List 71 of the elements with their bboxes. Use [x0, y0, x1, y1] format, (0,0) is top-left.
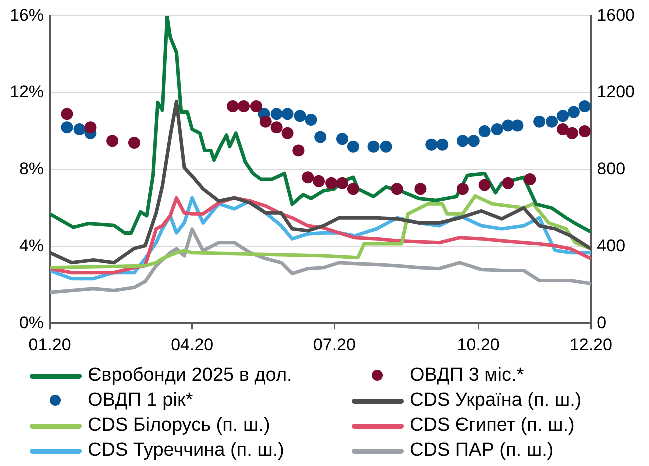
- point: [456, 135, 469, 148]
- point: [61, 108, 74, 120]
- legend-label: Євробонди 2025 в дол.: [88, 365, 292, 387]
- x-tick-label: 12.20: [570, 335, 612, 354]
- point: [128, 137, 140, 150]
- y2-tick-label: 400: [597, 236, 626, 256]
- point: [426, 138, 438, 151]
- point: [302, 172, 314, 184]
- y-tick-label: 16%: [10, 6, 44, 25]
- y-tick-label: 8%: [19, 160, 44, 179]
- point: [557, 124, 570, 136]
- point: [294, 110, 306, 122]
- point: [512, 120, 524, 132]
- point: [282, 108, 294, 120]
- point: [491, 124, 504, 136]
- point: [578, 100, 591, 112]
- point: [568, 106, 580, 118]
- point: [74, 124, 86, 136]
- y-tick-label: 12%: [10, 82, 44, 102]
- point: [557, 110, 570, 122]
- point: [380, 140, 392, 153]
- point: [61, 122, 74, 134]
- point: [250, 100, 262, 112]
- point: [314, 131, 327, 144]
- y-tick-label: 0%: [19, 313, 44, 332]
- point: [456, 183, 469, 196]
- point: [260, 116, 272, 128]
- legend-label: ОВДП 3 міс.*: [410, 365, 524, 387]
- point: [546, 116, 558, 128]
- y2-tick-label: 1600: [597, 6, 636, 25]
- point: [313, 175, 326, 188]
- point: [578, 125, 591, 138]
- point: [468, 135, 480, 148]
- x-tick-label: 10.20: [457, 335, 500, 354]
- point: [326, 177, 338, 190]
- point: [368, 140, 380, 153]
- point: [502, 177, 514, 190]
- legend-label: ОВДП 1 рік*: [88, 390, 194, 412]
- point: [524, 174, 536, 186]
- point: [270, 122, 283, 134]
- legend-label: CDS ПАР (п. ш.): [410, 440, 554, 462]
- point: [292, 144, 305, 157]
- y2-tick-label: 1200: [597, 82, 636, 102]
- point: [478, 179, 491, 192]
- x-tick-label: 04.20: [171, 335, 214, 354]
- point: [84, 122, 97, 134]
- point: [391, 183, 404, 196]
- point: [414, 183, 427, 196]
- legend-label: CDS Україна (п. ш.): [410, 390, 582, 412]
- point: [238, 100, 250, 112]
- legend-label: CDS Єгипет (п. ш.): [410, 415, 575, 437]
- point: [282, 127, 294, 140]
- point: [305, 114, 318, 126]
- point: [270, 108, 283, 120]
- point: [478, 125, 491, 138]
- point: [347, 183, 360, 196]
- y-tick-label: 4%: [19, 236, 44, 256]
- point: [534, 116, 546, 128]
- legend-label: CDS Білорусь (п. ш.): [88, 415, 270, 437]
- point: [336, 133, 348, 146]
- x-tick-label: 07.20: [313, 335, 356, 354]
- legend-label: CDS Туреччина (п. ш.): [88, 440, 284, 462]
- point: [227, 100, 240, 112]
- point: [566, 127, 578, 140]
- y2-tick-label: 800: [597, 160, 626, 179]
- y2-tick-label: 0: [597, 313, 607, 332]
- point: [347, 140, 360, 153]
- point: [336, 177, 348, 190]
- point: [106, 135, 119, 148]
- x-tick-label: 01.20: [28, 335, 72, 354]
- point: [436, 138, 449, 151]
